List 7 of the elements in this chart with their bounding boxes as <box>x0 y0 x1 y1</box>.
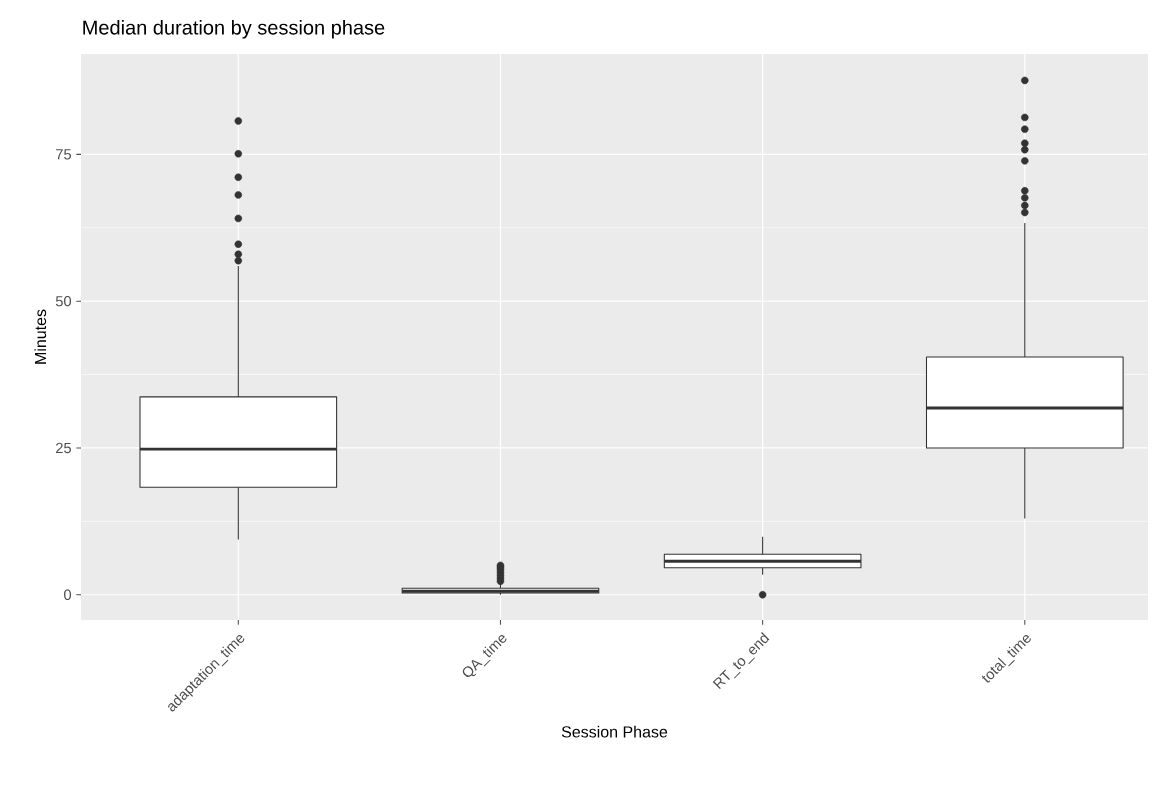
x-axis-title: Session Phase <box>561 725 668 738</box>
y-tick-label: 0 <box>64 589 72 600</box>
y-tick-label: 25 <box>56 442 71 454</box>
y-tick-label: 50 <box>55 296 72 307</box>
y-tick-label: 75 <box>56 149 71 160</box>
y-axis-title: Minutes <box>34 309 47 364</box>
chart-title: Median duration by session phase <box>83 19 385 39</box>
